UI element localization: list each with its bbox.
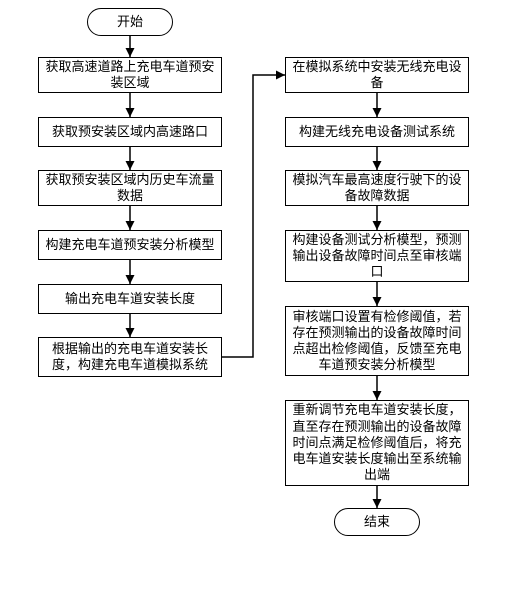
node-r3-label: 模拟汽车最高速度行驶下的设备故障数据 [292, 172, 462, 205]
node-r4-label: 构建设备测试分析模型，预测输出设备故障时间点至审核端口 [292, 232, 462, 281]
node-r3: 模拟汽车最高速度行驶下的设备故障数据 [285, 170, 469, 206]
node-l1-label: 获取高速道路上充电车道预安装区域 [45, 59, 215, 92]
node-l5: 输出充电车道安装长度 [38, 284, 222, 314]
node-r2-label: 构建无线充电设备测试系统 [299, 124, 455, 140]
node-r6-label: 重新调节充电车道安装长度，直至存在预测输出的设备故障时间点满足检修阈值后，将充电… [292, 402, 462, 483]
node-r1: 在模拟系统中安装无线充电设备 [285, 57, 469, 93]
node-r4: 构建设备测试分析模型，预测输出设备故障时间点至审核端口 [285, 230, 469, 282]
node-r5: 审核端口设置有检修阈值，若存在预测输出的设备故障时间点超出检修阈值，反馈至充电车… [285, 306, 469, 376]
node-l1: 获取高速道路上充电车道预安装区域 [38, 57, 222, 93]
flowchart-canvas: 开始 结束 获取高速道路上充电车道预安装区域 获取预安装区域内高速路口 获取预安… [0, 0, 513, 616]
node-l2-label: 获取预安装区域内高速路口 [52, 124, 208, 140]
node-r2: 构建无线充电设备测试系统 [285, 117, 469, 147]
node-l3: 获取预安装区域内历史车流量数据 [38, 170, 222, 206]
node-end: 结束 [334, 508, 420, 536]
node-start: 开始 [87, 8, 173, 36]
node-r5-label: 审核端口设置有检修阈值，若存在预测输出的设备故障时间点超出检修阈值，反馈至充电车… [292, 309, 462, 374]
node-l4-label: 构建充电车道预安装分析模型 [45, 237, 214, 253]
node-l3-label: 获取预安装区域内历史车流量数据 [45, 172, 215, 205]
node-r6: 重新调节充电车道安装长度，直至存在预测输出的设备故障时间点满足检修阈值后，将充电… [285, 400, 469, 486]
node-l6-label: 根据输出的充电车道安装长度，构建充电车道模拟系统 [45, 341, 215, 374]
node-l5-label: 输出充电车道安装长度 [65, 291, 195, 307]
node-start-label: 开始 [117, 14, 143, 30]
edge-l6-r1 [222, 75, 285, 357]
node-r1-label: 在模拟系统中安装无线充电设备 [292, 59, 462, 92]
node-l2: 获取预安装区域内高速路口 [38, 117, 222, 147]
node-l6: 根据输出的充电车道安装长度，构建充电车道模拟系统 [38, 337, 222, 377]
node-end-label: 结束 [364, 514, 390, 530]
node-l4: 构建充电车道预安装分析模型 [38, 230, 222, 260]
